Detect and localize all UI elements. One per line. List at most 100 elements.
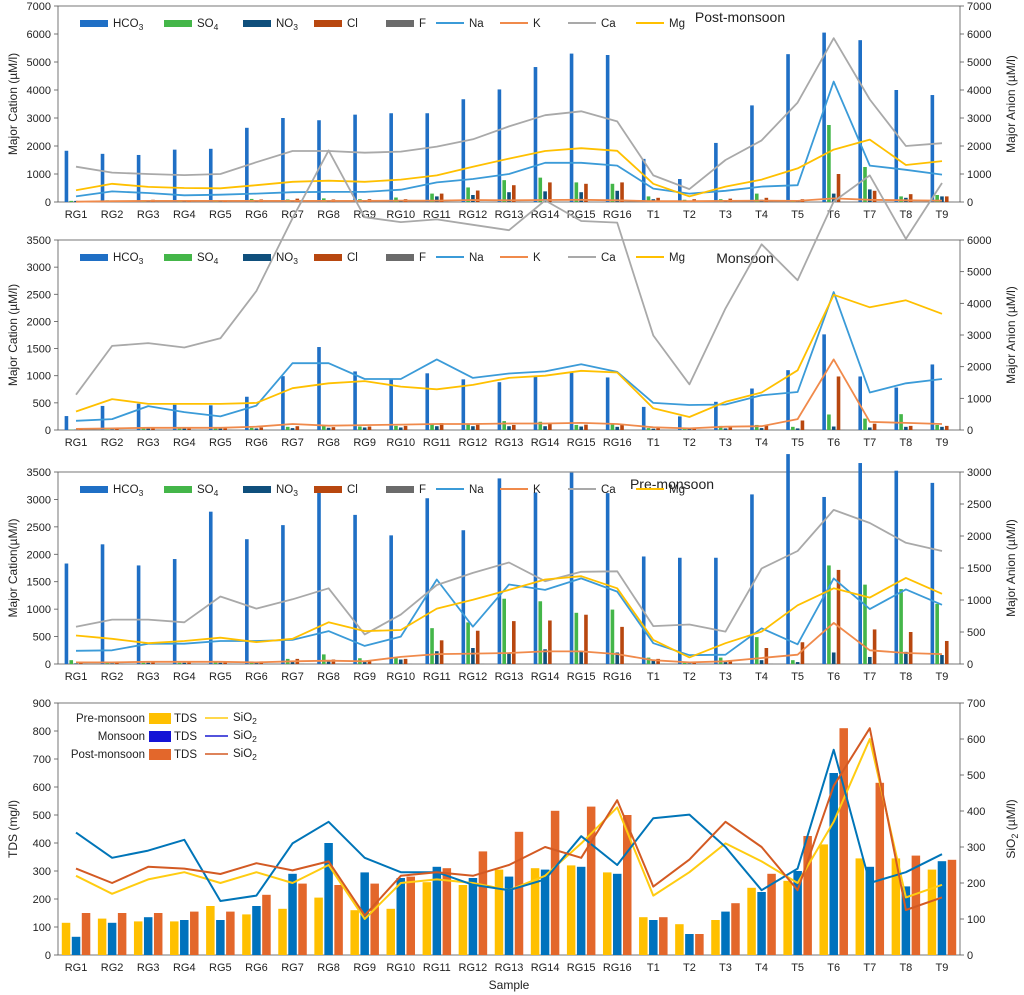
panel-1: 0 1000 2000 3000 4000 5000 6000 7000 0 1000 2000 30… <box>6 1 1018 221</box>
right-tick-label: 0 <box>967 659 973 671</box>
bar-no3 <box>723 428 728 430</box>
legend-label-cl: Cl <box>347 18 358 30</box>
bar-tds-2 <box>71 936 81 955</box>
x-tick-label: RG4 <box>173 209 196 221</box>
bar-tds-3 <box>767 873 776 955</box>
bar-no3 <box>651 660 656 664</box>
bar-hco3 <box>461 379 466 430</box>
right-tick-label: 6000 <box>967 235 991 247</box>
bar-cl <box>295 426 300 430</box>
bar-tds-2 <box>829 773 838 955</box>
bar-tds-2 <box>432 866 442 955</box>
x-tick-label: RG7 <box>281 209 304 221</box>
bar-hco3 <box>245 539 249 664</box>
bar-hco3 <box>605 377 610 430</box>
bar-so4 <box>394 657 398 664</box>
bar-cl <box>728 426 733 430</box>
bar-tds-1 <box>350 910 359 955</box>
bar-tds-3 <box>947 859 957 955</box>
bar-so4 <box>105 429 110 430</box>
bar-hco3 <box>714 557 718 664</box>
x-tick-label: T3 <box>719 437 732 449</box>
panel-title: Monsoon <box>716 250 774 266</box>
legend-label-k: K <box>533 18 541 30</box>
bar-hco3 <box>714 401 718 430</box>
bar-no3 <box>687 663 692 664</box>
bar-so4 <box>935 424 939 430</box>
bar-tds-2 <box>937 861 947 955</box>
legend-label-mg: Mg <box>669 18 685 30</box>
bar-cl <box>584 183 588 202</box>
bar-tds-2 <box>865 866 875 955</box>
bar-so4 <box>466 424 470 430</box>
left-tick-label: 600 <box>33 782 51 794</box>
bar-no3 <box>110 429 114 430</box>
x-tick-label: T7 <box>863 962 876 974</box>
right-tick-label: 400 <box>967 806 985 818</box>
x-tick-label: T6 <box>827 437 840 449</box>
left-tick-label: 800 <box>33 726 51 738</box>
bar-no3 <box>868 656 872 664</box>
bar-hco3 <box>930 95 935 202</box>
x-tick-label: RG4 <box>173 962 196 974</box>
right-tick-label: 2000 <box>967 362 991 374</box>
left-tick-label: 500 <box>33 632 51 644</box>
x-tick-label: RG1 <box>65 209 88 221</box>
x-tick-label: RG5 <box>209 671 232 683</box>
bar-no3 <box>471 648 475 664</box>
legend-sio2-label: SiO2 <box>233 730 257 744</box>
bar-tds-3 <box>81 913 91 955</box>
bar-tds-3 <box>550 810 560 955</box>
legend-label-na: Na <box>469 252 484 264</box>
bar-cl <box>620 424 624 430</box>
right-tick-label: 3000 <box>967 330 991 342</box>
right-tick-label: 700 <box>967 698 985 710</box>
y2-axis-title: Major Anion (µM/l) <box>1004 286 1018 384</box>
x-tick-label: RG3 <box>137 671 160 683</box>
bar-so4 <box>827 125 831 202</box>
legend-swatch-no3 <box>243 486 271 493</box>
bar-hco3 <box>425 373 430 430</box>
legend-tds-swatch <box>149 713 171 724</box>
bar-hco3 <box>786 454 790 664</box>
bar-tds-3 <box>622 815 632 955</box>
x-tick-label: RG14 <box>531 671 560 683</box>
x-axis-title: Sample <box>489 978 530 992</box>
x-tick-label: RG14 <box>531 209 560 221</box>
bar-tds-3 <box>514 831 524 955</box>
left-tick-label: 400 <box>33 838 51 850</box>
bar-hco3 <box>569 472 574 664</box>
x-tick-label: RG13 <box>495 437 524 449</box>
line-ca <box>75 37 943 191</box>
bar-no3 <box>146 662 150 664</box>
right-tick-label: 5000 <box>967 267 991 279</box>
bar-cl <box>728 660 733 664</box>
bar-tds-3 <box>911 855 921 955</box>
x-tick-label: RG2 <box>101 437 124 449</box>
bar-cl <box>115 662 119 664</box>
x-tick-label: T1 <box>647 209 660 221</box>
y-axis-title: Major Cation(µM/l) <box>6 519 20 618</box>
y2-axis-title: Major Anion (µM/l) <box>1004 519 1018 617</box>
bar-so4 <box>863 418 867 430</box>
bar-so4 <box>430 628 434 664</box>
bar-tds-2 <box>324 843 333 955</box>
bar-tds-3 <box>478 851 488 955</box>
bar-hco3 <box>858 40 862 202</box>
bar-no3 <box>615 190 620 202</box>
bar-no3 <box>687 429 692 430</box>
bar-so4 <box>538 177 543 202</box>
line-na <box>75 291 943 422</box>
bar-hco3 <box>281 376 285 430</box>
bar-hco3 <box>714 142 718 202</box>
x-tick-label: RG6 <box>245 437 268 449</box>
bar-cl <box>187 661 191 664</box>
left-tick-label: 500 <box>33 398 51 410</box>
bar-no3 <box>435 651 439 664</box>
bar-cl <box>151 661 155 664</box>
right-tick-label: 7000 <box>967 1 991 13</box>
left-tick-label: 2500 <box>27 289 51 301</box>
bar-cl <box>836 569 841 664</box>
bar-tds-3 <box>659 917 668 955</box>
bar-hco3 <box>786 370 790 430</box>
